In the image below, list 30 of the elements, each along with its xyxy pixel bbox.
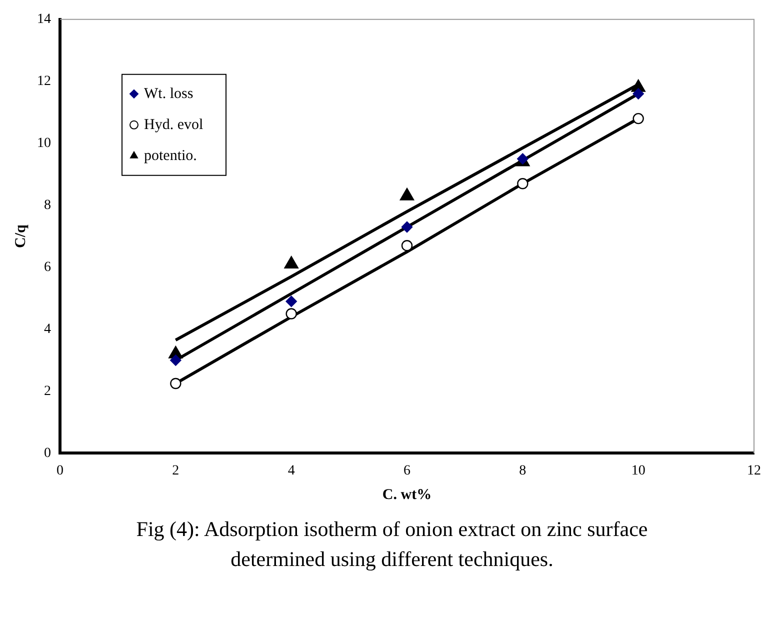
legend-label: Hyd. evol (144, 116, 204, 133)
y-tick-label: 4 (44, 322, 51, 337)
y-tick-label: 12 (37, 74, 51, 90)
x-tick-label: 12 (747, 463, 761, 478)
y-tick-label: 2 (44, 384, 51, 399)
point (286, 296, 297, 307)
point (286, 308, 297, 320)
x-tick-label: 4 (288, 463, 295, 478)
legend-label: potentio. (144, 148, 197, 164)
x-tick-label: 6 (404, 463, 410, 478)
point (170, 354, 182, 366)
point (170, 378, 182, 390)
point (401, 221, 413, 233)
x-tick-label: 2 (172, 463, 180, 478)
point (401, 240, 413, 252)
y-tick-label: 14 (37, 12, 51, 28)
text: Fig (4): Adsorption isotherm of onion extract on zinc surface determined using different techniques. (135, 516, 649, 574)
y-tick-label: 0 (44, 446, 51, 461)
y-axis-title: C/q (12, 224, 29, 248)
x-axis-title: C. wt% (382, 486, 432, 503)
point (632, 88, 644, 100)
legend-label: Wt. loss (144, 86, 194, 102)
y-tick-label: 10 (37, 136, 51, 152)
y-tick-label: 8 (44, 198, 51, 213)
y-tick-label: 6 (44, 260, 51, 275)
x-tick-label: 0 (56, 463, 64, 478)
x-tick-label: 10 (631, 463, 646, 478)
point (517, 178, 528, 190)
x-tick-label: 8 (519, 463, 526, 478)
point (632, 112, 644, 124)
